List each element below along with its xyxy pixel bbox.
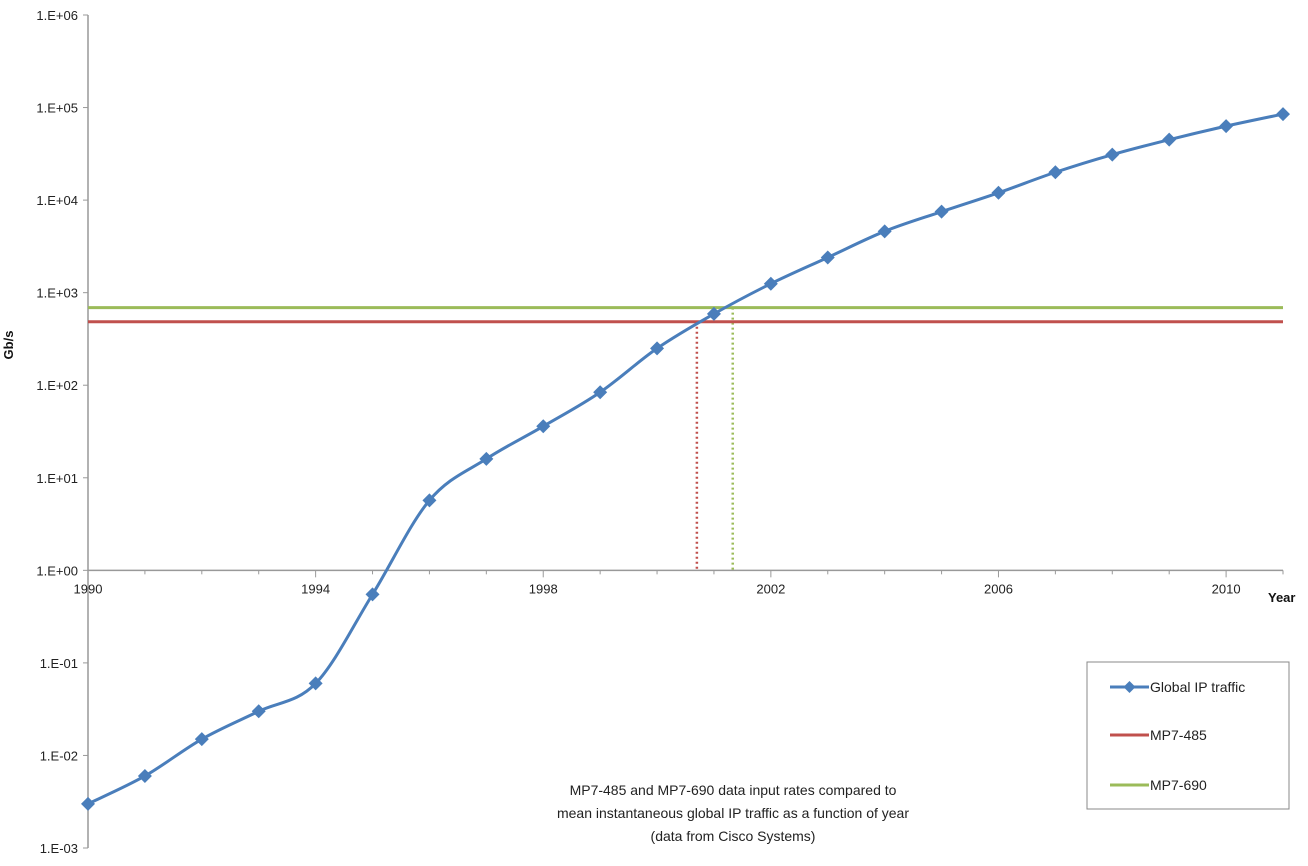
data-point-diamond [1105, 147, 1120, 162]
x-tick-label: 2010 [1212, 581, 1241, 596]
data-point-diamond [820, 250, 835, 265]
data-point-diamond [706, 306, 721, 321]
data-point-diamond [1276, 107, 1290, 122]
data-point-diamond [593, 385, 608, 400]
data-point-diamond [934, 204, 949, 219]
data-point-diamond [1162, 132, 1177, 147]
y-tick-label: 1.E+01 [36, 471, 78, 486]
y-tick-label: 1.E+06 [36, 8, 78, 23]
caption-line-1: MP7-485 and MP7-690 data input rates com… [570, 782, 897, 798]
y-tick-label: 1.E-03 [40, 841, 78, 856]
y-tick-label: 1.E+02 [36, 378, 78, 393]
data-point-diamond [137, 768, 152, 783]
data-point-diamond [536, 419, 551, 434]
legend-label-mp7-485: MP7-485 [1150, 727, 1207, 743]
caption-line-3: (data from Cisco Systems) [651, 828, 816, 844]
data-point-diamond [365, 587, 380, 602]
x-axis: 1990 1994 1998 2002 2006 2010 [74, 569, 1284, 596]
legend-label-mp7-690: MP7-690 [1150, 777, 1207, 793]
x-tick-label: 2006 [984, 581, 1013, 596]
x-tick-label: 1990 [74, 581, 103, 596]
y-tick-label: 1.E+04 [36, 193, 78, 208]
data-point-diamond [650, 341, 665, 356]
data-point-diamond [194, 732, 209, 747]
x-axis-label: Year [1268, 590, 1295, 605]
legend: Global IP traffic MP7-485 MP7-690 [1086, 661, 1290, 810]
x-tick-label: 2002 [756, 581, 785, 596]
y-tick-label: 1.E+03 [36, 286, 78, 301]
data-point-diamond [877, 224, 892, 239]
x-tick-label: 1998 [529, 581, 558, 596]
data-point-diamond [308, 676, 323, 691]
data-point-diamond [991, 185, 1006, 200]
data-point-diamond [1048, 165, 1063, 180]
y-tick-label: 1.E-01 [40, 656, 78, 671]
legend-label-global-ip: Global IP traffic [1150, 679, 1245, 695]
data-point-diamond [1219, 119, 1234, 134]
caption-line-2: mean instantaneous global IP traffic as … [557, 805, 909, 821]
y-tick-label: 1.E+00 [36, 563, 78, 578]
y-axis: 1.E+06 1.E+05 1.E+04 1.E+03 1.E+02 1.E+01 1.E+… [36, 8, 89, 856]
x-tick-label: 1994 [301, 581, 330, 596]
data-point-diamond [81, 796, 95, 811]
data-point-diamond [479, 451, 494, 466]
y-tick-label: 1.E-02 [40, 748, 78, 763]
y-tick-label: 1.E+05 [36, 101, 78, 116]
legend-marker-diamond-icon [1123, 681, 1136, 693]
y-axis-label: Gb/s [1, 331, 16, 360]
plot-area [81, 107, 1290, 811]
data-point-diamond [422, 493, 437, 508]
data-point-diamond [251, 704, 266, 719]
data-point-diamond [763, 276, 778, 291]
